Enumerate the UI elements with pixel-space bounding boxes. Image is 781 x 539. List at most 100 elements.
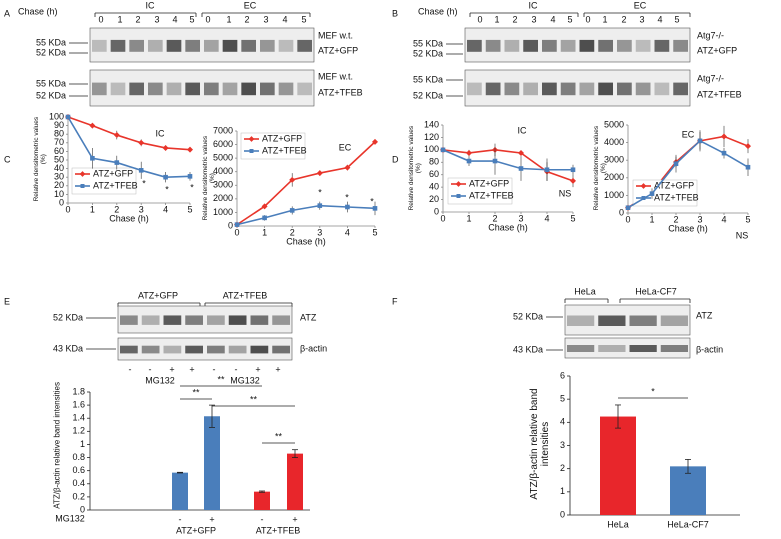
treatment-sign: + <box>189 364 194 374</box>
lane-label: 2 <box>244 14 249 24</box>
lane-label: 3 <box>531 14 536 24</box>
group-label: ATZ+GFP <box>176 525 216 535</box>
marker <box>440 147 446 153</box>
y-axis-label: ATZ/β-actin relative band intensities <box>529 388 551 500</box>
y-tick-label: 1000 <box>213 207 233 217</box>
strip-label: ATZ+TFEB <box>318 87 363 97</box>
marker <box>187 146 193 153</box>
y-tick-label: 4000 <box>604 137 624 147</box>
blot-band <box>598 345 626 352</box>
marker-label: 52 KDa <box>413 48 443 58</box>
y-tick-label: 30 <box>54 172 64 182</box>
y-tick-label: 5000 <box>604 119 624 129</box>
marker <box>162 144 169 151</box>
lane-label: 4 <box>657 14 662 24</box>
x-tick-label: 2 <box>492 213 497 223</box>
y-tick-label: 20 <box>429 194 439 204</box>
blot-band <box>250 345 269 354</box>
blot-strip <box>564 337 691 359</box>
marker <box>65 114 71 120</box>
y-tick-label: 1.4 <box>72 413 85 423</box>
marker <box>518 149 524 156</box>
blot-band <box>163 315 182 325</box>
x-tick-label: 3 <box>139 204 144 214</box>
blot-band <box>241 39 256 52</box>
y-tick-label: 10 <box>54 189 64 199</box>
y-tick-label: 60 <box>54 146 64 156</box>
y-tick-label: 80 <box>429 157 439 167</box>
y-axis-label: Relative densitometric values (%) <box>32 117 47 202</box>
x-tick-label: 2 <box>114 204 119 214</box>
chart-title: IC <box>156 128 166 138</box>
lane-label: 1 <box>226 14 231 24</box>
blot-band <box>673 82 688 96</box>
blot-band <box>560 39 576 52</box>
treatment-sign: - <box>213 364 216 374</box>
lane-label: 1 <box>602 14 607 24</box>
marker <box>673 161 679 167</box>
marker <box>316 170 323 177</box>
blot-band <box>92 39 107 52</box>
x-tick-label: 0 <box>65 204 70 214</box>
blot-band <box>207 315 225 325</box>
y-tick-label: 6000 <box>213 139 233 149</box>
blot-band <box>141 345 160 354</box>
y-tick-label: 3 <box>560 440 565 450</box>
marker <box>163 174 168 180</box>
bar <box>254 491 270 510</box>
blot-band <box>207 345 225 354</box>
legend-marker <box>455 181 462 187</box>
annotation: NS <box>559 188 572 198</box>
blot-band <box>467 39 482 52</box>
legend-marker <box>248 136 255 142</box>
marker <box>518 166 524 171</box>
annotation: ** <box>250 394 258 404</box>
annotation: ** <box>192 387 200 397</box>
annotation: ** <box>275 431 283 441</box>
marker <box>745 143 751 150</box>
group-label: EC <box>244 0 257 10</box>
annotation: * <box>345 192 349 202</box>
chase-label: Chase (h) <box>418 6 458 16</box>
lane-label: 0 <box>477 14 482 24</box>
series-line <box>442 149 574 182</box>
strip-label: β-actin <box>300 343 327 353</box>
marker <box>745 164 751 170</box>
blot-band <box>148 39 163 52</box>
y-tick-label: 40 <box>54 163 64 173</box>
marker <box>649 191 655 196</box>
marker <box>114 160 120 165</box>
blot-band <box>567 345 595 352</box>
marker <box>138 168 144 173</box>
y-tick-label: 90 <box>54 120 64 130</box>
marker <box>90 155 95 161</box>
y-tick-label: 40 <box>429 182 439 192</box>
blot-band <box>485 39 501 52</box>
x-tick-label: 0 <box>440 213 445 223</box>
marker-label: 52 KDa <box>513 311 543 321</box>
marker <box>721 150 727 156</box>
lane-label: 0 <box>585 14 590 24</box>
lane-label: 5 <box>674 14 679 24</box>
marker <box>138 139 145 146</box>
marker <box>570 167 576 173</box>
series-line <box>236 141 376 226</box>
x-tick-label: 3 <box>518 213 523 223</box>
blot-band <box>297 82 312 96</box>
blot-band <box>185 39 200 52</box>
blot-band <box>629 315 657 326</box>
y-tick-label: 140 <box>424 119 439 129</box>
legend-label: ATZ+TFEB <box>654 192 699 202</box>
blot-band <box>204 82 219 96</box>
blot-band <box>504 39 520 52</box>
blot-band <box>228 345 247 354</box>
blot-band <box>660 315 688 326</box>
treatment-label: MG132 <box>145 375 175 385</box>
x-tick-label: 5 <box>745 214 750 224</box>
legend-marker <box>456 194 461 198</box>
marker <box>625 205 631 211</box>
y-tick-label: 60 <box>429 169 439 179</box>
annotation: * <box>165 184 169 194</box>
group-label: HeLa-CF7 <box>635 286 677 296</box>
